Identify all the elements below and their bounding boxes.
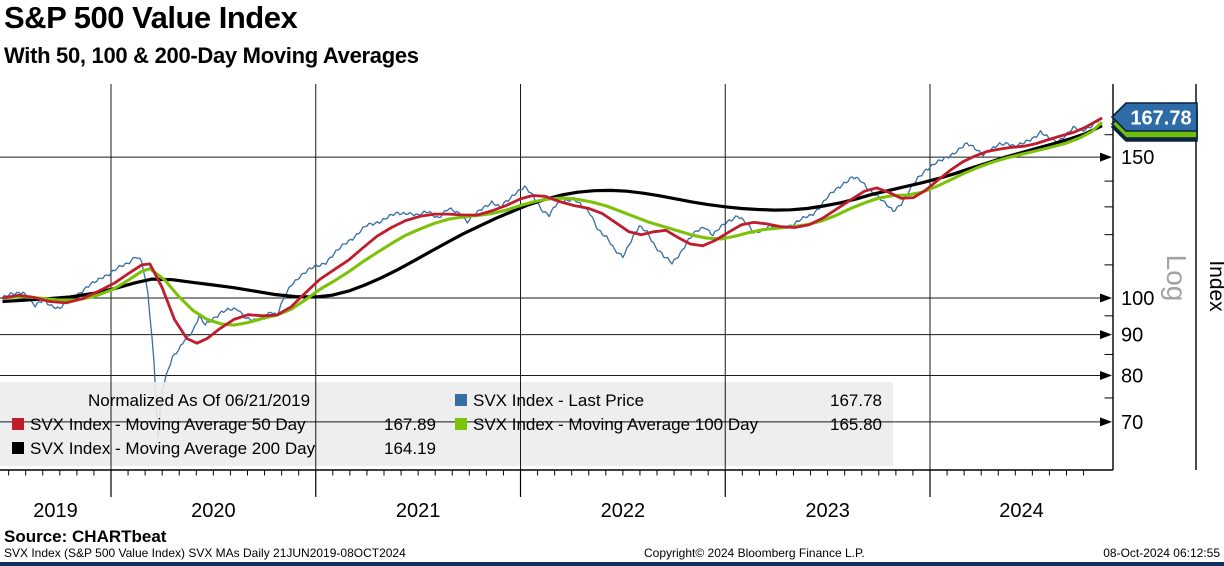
- footer-timestamp: 08-Oct-2024 06:12:55: [1103, 546, 1220, 560]
- legend-label-ma50: SVX Index - Moving Average 50 Day: [30, 415, 306, 434]
- legend-swatch-ma200: [12, 442, 24, 454]
- legend-value-last-price: 167.78: [830, 391, 882, 410]
- y-axis-title: Index: [1205, 260, 1224, 312]
- x-tick-label: 2021: [396, 500, 441, 522]
- legend-box: [0, 382, 893, 466]
- x-tick-label: 2023: [805, 500, 850, 522]
- axes: 2019 2020 2021 2022 2023 2024: [0, 84, 1197, 522]
- last-price-badge-value: 167.78: [1130, 108, 1191, 130]
- page-title: S&P 500 Value Index: [4, 0, 298, 35]
- legend-swatch-ma100: [455, 418, 467, 430]
- legend-swatch-ma50: [12, 418, 24, 430]
- y-tick-label: 150: [1121, 147, 1154, 169]
- series-svx-index-moving-average-100-day: [2, 121, 1104, 327]
- y-tick-label: 100: [1121, 288, 1154, 310]
- legend-label-ma200: SVX Index - Moving Average 200 Day: [30, 439, 316, 458]
- log-scale-label: Log: [1161, 255, 1192, 302]
- series-svx-index-moving-average-200-day: [2, 124, 1103, 304]
- price-chart: 150 100 90 80 70 2019 2020 2021 2022 2023 2024 167.…: [0, 84, 1224, 522]
- legend-value-ma100: 165.80: [830, 415, 882, 434]
- y-tick-label: 90: [1121, 325, 1143, 347]
- y-axis-ticks: 150 100 90 80 70: [1100, 134, 1154, 434]
- x-tick-label: 2019: [33, 500, 78, 522]
- legend-swatch-last-price: [455, 394, 467, 406]
- legend-value-ma200: 164.19: [384, 439, 436, 458]
- series-lines: [1, 116, 1104, 440]
- x-tick-label: 2020: [191, 500, 236, 522]
- last-price-badge: 167.78: [1110, 102, 1198, 142]
- legend-label-last-price: SVX Index - Last Price: [473, 391, 645, 410]
- legend-label-ma100: SVX Index - Moving Average 100 Day: [473, 415, 759, 434]
- terminal-bottom-bar: [0, 562, 1224, 566]
- footer-ticker-info: SVX Index (S&P 500 Value Index) SVX MAs …: [4, 546, 406, 560]
- legend-value-ma50: 167.89: [384, 415, 436, 434]
- legend-normalized-label: Normalized As Of 06/21/2019: [88, 391, 311, 410]
- x-tick-label: 2022: [601, 500, 646, 522]
- page-subtitle: With 50, 100 & 200-Day Moving Averages: [4, 43, 419, 68]
- series-svx-index-moving-average-50-day: [2, 116, 1103, 345]
- footer-copyright: Copyright© 2024 Bloomberg Finance L.P.: [644, 546, 865, 560]
- x-tick-label: 2024: [999, 500, 1044, 522]
- source-label: Source: CHARTbeat: [4, 527, 167, 546]
- y-tick-label: 70: [1121, 412, 1143, 434]
- y-tick-label: 80: [1121, 366, 1143, 388]
